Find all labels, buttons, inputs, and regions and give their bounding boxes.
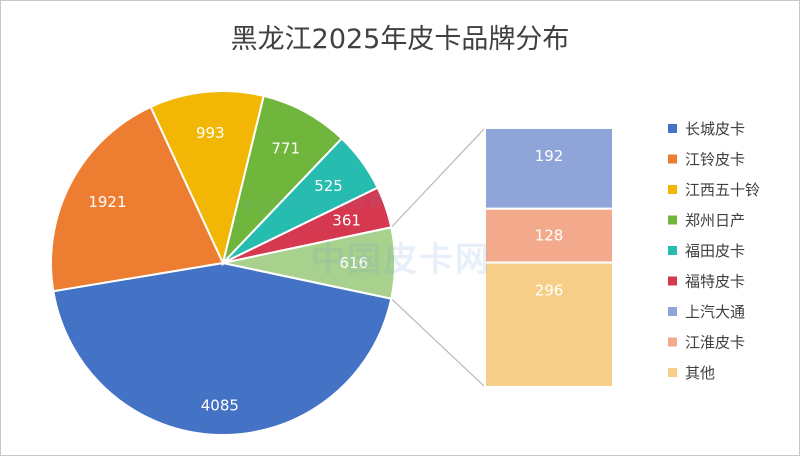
bar-segment-1-label: 192 [535, 147, 564, 165]
pie-slice-1 [52, 261, 393, 436]
legend-swatch-7 [668, 307, 677, 316]
legend-label-7: 上汽大通 [685, 303, 745, 321]
bar-segment-1 [484, 127, 614, 210]
legend-label-4: 郑州日产 [685, 212, 745, 230]
pie-slice-5-label: 525 [314, 177, 343, 195]
pie-slice-3 [149, 90, 265, 267]
legend-swatch-2 [668, 154, 677, 164]
pie-slice-4 [221, 94, 344, 267]
legend-swatch-4 [668, 215, 677, 225]
pie-slice-other [222, 226, 396, 300]
legend-label-5: 福田皮卡 [685, 242, 745, 260]
legend-label-9: 其他 [685, 364, 715, 382]
legend-swatch-3 [668, 185, 677, 194]
legend-swatch-8 [668, 337, 677, 347]
bar-segment-3 [484, 261, 614, 388]
pie-slices: 4085 1921 993 771 525 361 616 [50, 90, 396, 436]
bar-segment-2 [484, 207, 614, 264]
legend-swatch-1 [668, 124, 677, 133]
bar-segment-2-label: 128 [535, 227, 564, 245]
legend-swatch-5 [668, 246, 677, 255]
pie-slice-4-label: 771 [271, 139, 300, 157]
pie-slice-2 [50, 105, 225, 293]
legend-swatch-6 [668, 276, 677, 286]
legend-label-2: 江铃皮卡 [685, 151, 745, 169]
pie-slice-6-label: 361 [332, 212, 361, 230]
bar-segment-3-label: 296 [535, 282, 564, 300]
legend-label-3: 江西五十铃 [685, 181, 760, 199]
legend-label-8: 江淮皮卡 [685, 334, 745, 352]
legend-label-1: 长城皮卡 [685, 120, 745, 138]
pie-slice-2-label: 1921 [88, 193, 126, 211]
pie-slice-other-label: 616 [339, 254, 368, 272]
legend-swatch-9 [668, 368, 677, 377]
chart-title: 黑龙江2025年皮卡品牌分布 [231, 24, 570, 55]
connector-lines [390, 127, 486, 388]
connector-line-top [390, 127, 486, 228]
stacked-bar: 192 128 296 [484, 127, 614, 388]
pie-slice-3-label: 993 [196, 124, 225, 142]
connector-line-bottom [390, 298, 486, 388]
legend-label-6: 福特皮卡 [685, 273, 745, 291]
pie-slice-1-label: 4085 [201, 397, 239, 415]
watermark-text: 中国皮卡网 [311, 240, 491, 280]
